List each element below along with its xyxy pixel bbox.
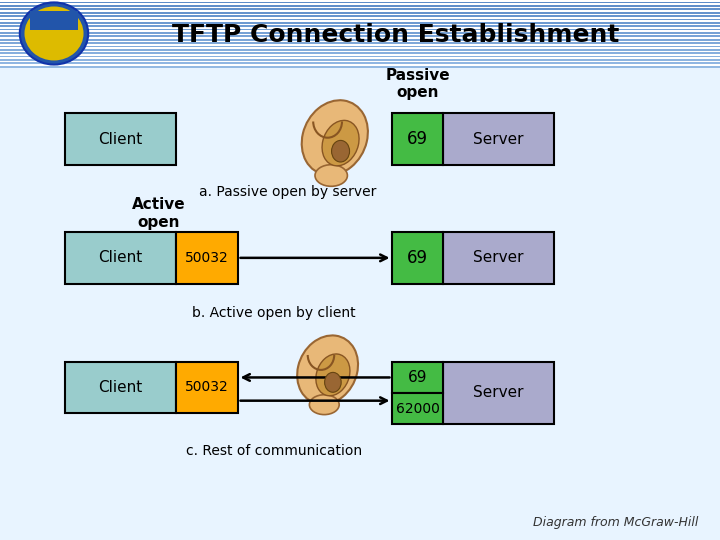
Bar: [0, 76, 720, 78]
Ellipse shape: [322, 120, 359, 166]
Bar: [0, 25, 720, 27]
Bar: [0, 79, 720, 81]
Bar: [0, 99, 720, 102]
Bar: [0, 96, 720, 98]
Text: Server: Server: [473, 132, 524, 146]
Bar: [0, 12, 720, 14]
Ellipse shape: [325, 373, 341, 392]
Bar: [0, 59, 720, 60]
Bar: [30, 11, 78, 30]
Bar: [0, 117, 720, 118]
Bar: [65, 232, 176, 284]
Ellipse shape: [315, 165, 347, 186]
Bar: [0, 2, 720, 3]
Bar: [443, 362, 554, 424]
Text: Client: Client: [99, 132, 143, 146]
Bar: [0, 45, 720, 47]
Text: Active
open: Active open: [132, 197, 185, 230]
Bar: [0, 123, 720, 125]
Text: 50032: 50032: [185, 251, 229, 265]
Bar: [65, 362, 176, 413]
Ellipse shape: [24, 6, 84, 60]
Bar: [0, 72, 720, 74]
Ellipse shape: [302, 100, 368, 175]
Bar: [443, 232, 554, 284]
Bar: [0, 126, 720, 128]
Bar: [0, 29, 720, 30]
Bar: [0, 130, 720, 132]
Bar: [0, 5, 720, 6]
Bar: [0, 63, 720, 64]
Bar: [0, 110, 720, 111]
Bar: [392, 113, 443, 165]
Bar: [0, 56, 720, 57]
Bar: [0, 120, 720, 122]
Bar: [0, 32, 720, 33]
Text: Diagram from McGraw-Hill: Diagram from McGraw-Hill: [533, 516, 698, 529]
Bar: [392, 232, 443, 284]
Bar: [0, 68, 720, 540]
Ellipse shape: [19, 3, 89, 65]
Bar: [0, 49, 720, 51]
Text: b. Active open by client: b. Active open by client: [192, 306, 356, 320]
Bar: [0, 22, 720, 24]
Bar: [443, 113, 554, 165]
Bar: [0, 52, 720, 54]
Bar: [0, 66, 720, 68]
Text: Server: Server: [473, 386, 524, 400]
Bar: [0, 15, 720, 17]
Text: c. Rest of communication: c. Rest of communication: [186, 444, 361, 458]
Bar: [0, 83, 720, 84]
Text: 69: 69: [407, 249, 428, 267]
Ellipse shape: [310, 395, 339, 415]
Bar: [0, 86, 720, 88]
Text: TFTP Connection Establishment: TFTP Connection Establishment: [172, 23, 620, 47]
Bar: [392, 393, 443, 424]
Bar: [176, 232, 238, 284]
Text: 69: 69: [408, 370, 428, 385]
Bar: [0, 106, 720, 108]
Bar: [0, 36, 720, 37]
Ellipse shape: [316, 354, 350, 396]
Bar: [0, 93, 720, 94]
Text: a. Passive open by server: a. Passive open by server: [199, 185, 377, 199]
Bar: [0, 39, 720, 40]
Bar: [0, 18, 720, 20]
Text: 69: 69: [407, 130, 428, 148]
Bar: [0, 103, 720, 105]
Bar: [0, 42, 720, 44]
Bar: [0, 113, 720, 114]
Text: Server: Server: [473, 251, 524, 265]
Text: Client: Client: [99, 380, 143, 395]
Text: 50032: 50032: [185, 381, 229, 394]
Bar: [0, 9, 720, 10]
Bar: [0, 90, 720, 91]
Text: Passive
open: Passive open: [385, 68, 450, 100]
Bar: [0, 69, 720, 71]
Text: 62000: 62000: [396, 402, 439, 415]
Bar: [392, 362, 443, 393]
Bar: [176, 362, 238, 413]
Ellipse shape: [331, 140, 350, 162]
Bar: [65, 113, 176, 165]
Text: Client: Client: [99, 251, 143, 265]
Ellipse shape: [297, 335, 358, 404]
